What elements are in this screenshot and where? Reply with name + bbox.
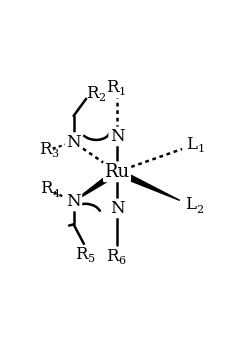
Text: R: R bbox=[86, 84, 98, 101]
Text: 1: 1 bbox=[197, 145, 205, 154]
Text: 3: 3 bbox=[51, 149, 58, 159]
Text: N: N bbox=[66, 193, 81, 210]
Text: 6: 6 bbox=[118, 256, 126, 266]
Text: N: N bbox=[110, 200, 124, 217]
Text: L: L bbox=[186, 136, 197, 153]
Text: 2: 2 bbox=[98, 93, 105, 103]
Text: 1: 1 bbox=[118, 87, 126, 97]
Text: R: R bbox=[40, 181, 52, 198]
Text: 5: 5 bbox=[88, 254, 95, 264]
Text: R: R bbox=[106, 248, 119, 265]
Text: R: R bbox=[39, 140, 51, 157]
Text: Ru: Ru bbox=[104, 163, 130, 181]
Polygon shape bbox=[116, 169, 180, 200]
Text: N: N bbox=[66, 134, 81, 151]
Text: 2: 2 bbox=[196, 205, 203, 215]
Text: R: R bbox=[75, 246, 88, 263]
Text: N: N bbox=[110, 128, 124, 145]
Text: L: L bbox=[185, 197, 196, 213]
Polygon shape bbox=[74, 169, 119, 202]
Text: 4: 4 bbox=[52, 189, 59, 199]
Text: R: R bbox=[106, 79, 119, 96]
